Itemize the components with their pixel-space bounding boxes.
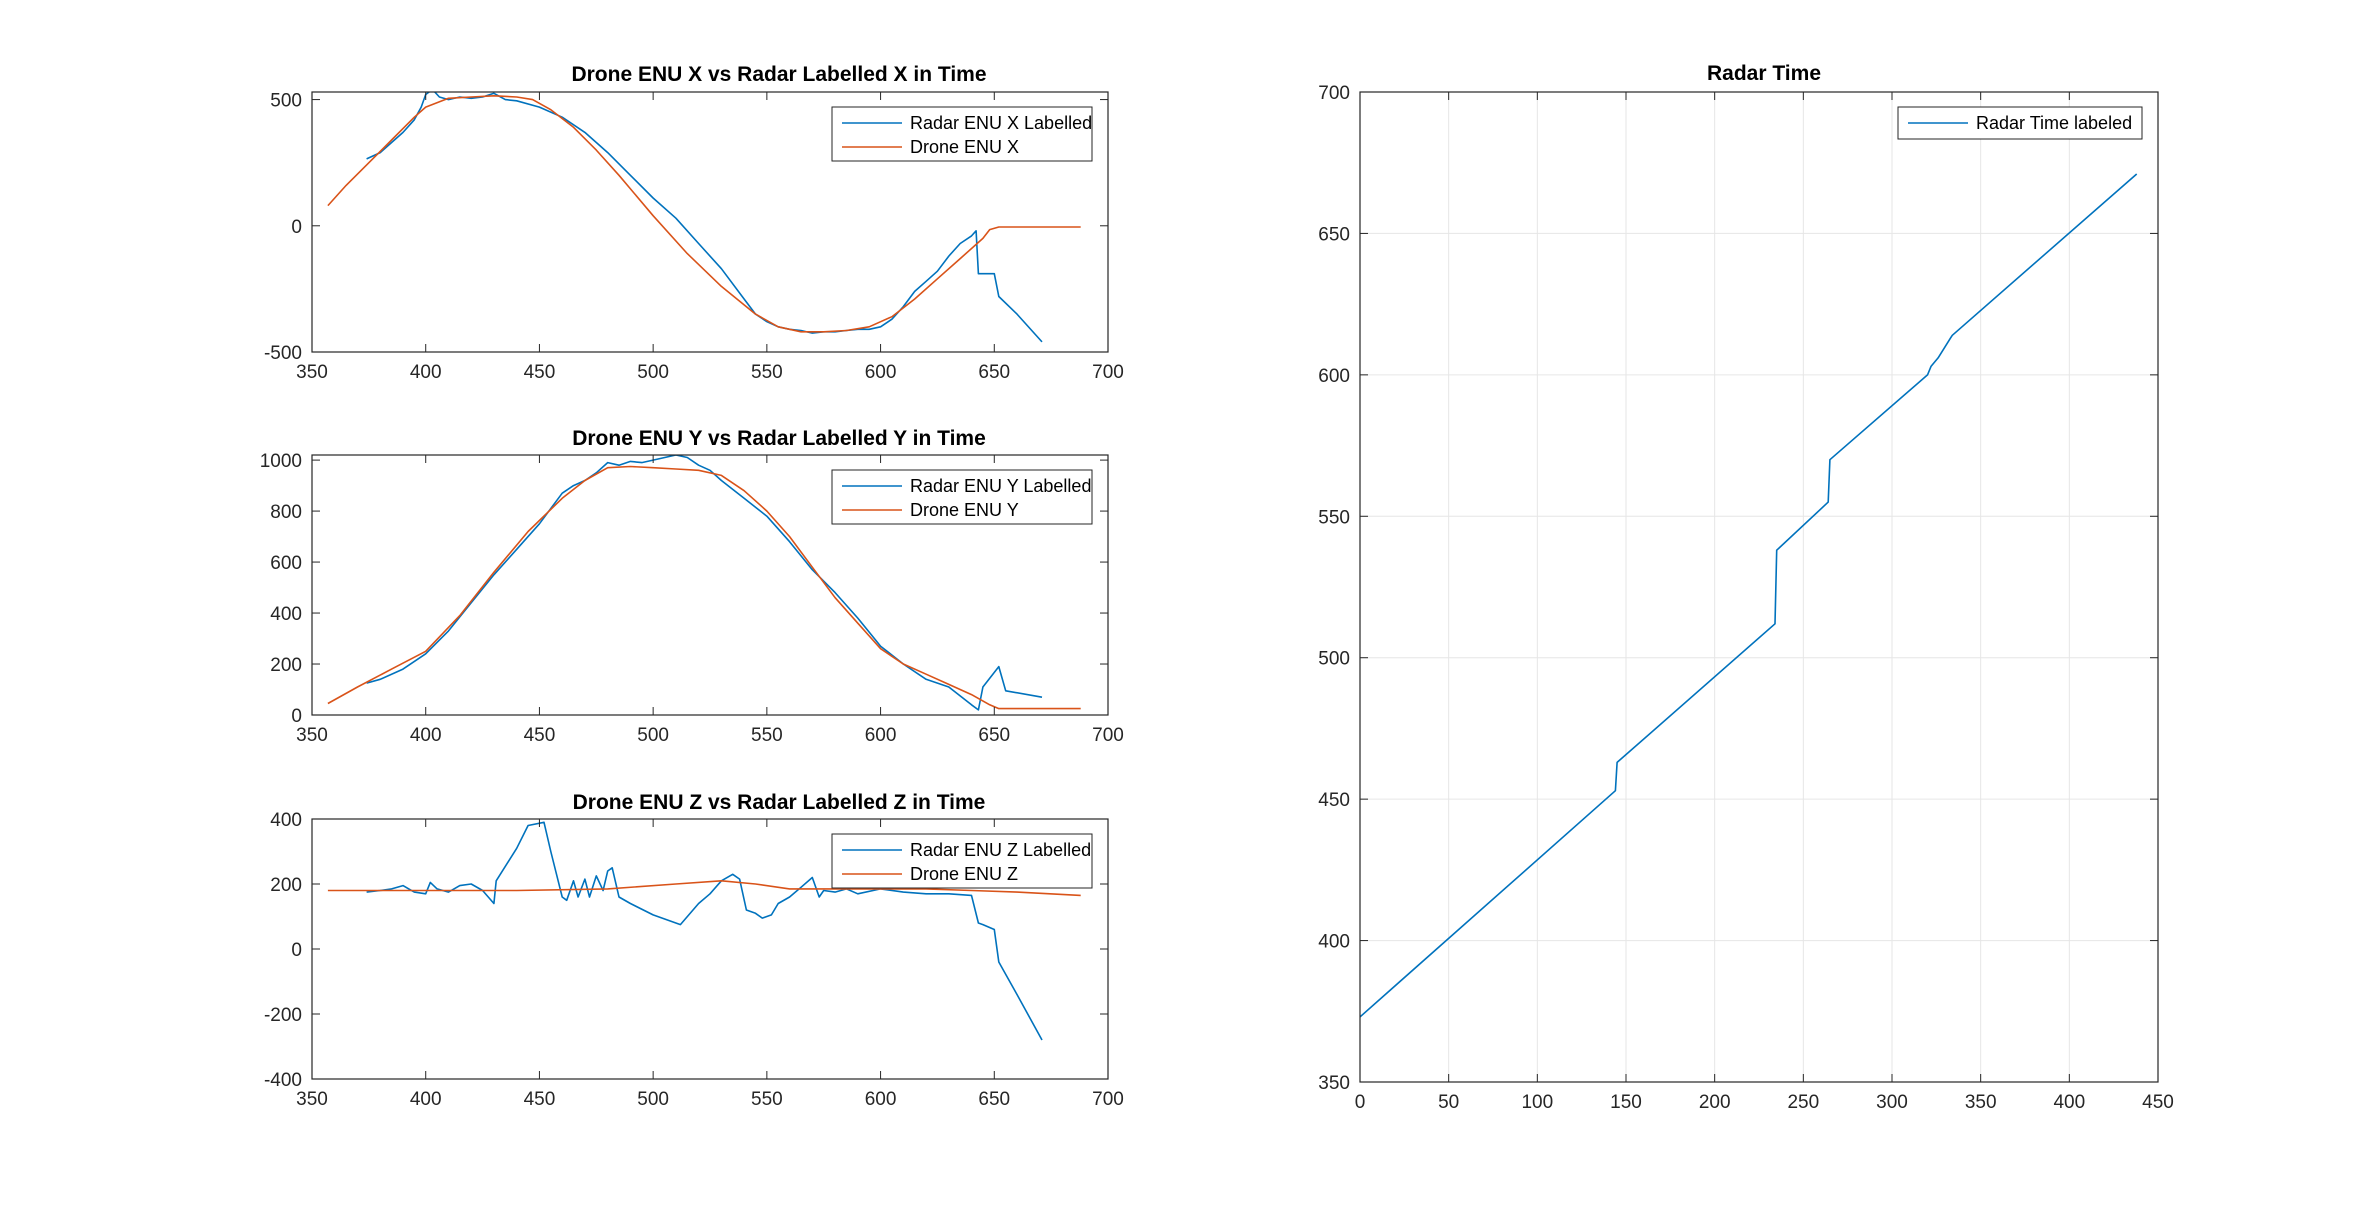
y-tick-label: 500 [270, 91, 302, 112]
chart-title-x: Drone ENU X vs Radar Labelled X in Time [571, 63, 986, 86]
x-tick-label: 300 [1876, 1092, 1908, 1113]
x-tick-label: 550 [751, 1089, 783, 1110]
x-tick-label: 700 [1092, 725, 1124, 746]
legend-label-z-1: Drone ENU Z [910, 864, 1018, 884]
y-tick-label: 350 [1318, 1073, 1350, 1094]
legend-label-time-0: Radar Time labeled [1976, 113, 2132, 133]
y-tick-label: 500 [1318, 649, 1350, 670]
y-tick-label: 600 [1318, 366, 1350, 387]
y-tick-label: 550 [1318, 507, 1350, 528]
y-tick-label: 450 [1318, 790, 1350, 811]
y-tick-label: 600 [270, 553, 302, 574]
x-tick-label: 650 [978, 362, 1010, 383]
series-line-y-1 [327, 465, 1081, 710]
axes-drone-enu-x: Drone ENU X vs Radar Labelled X in Time … [264, 63, 1124, 383]
x-tick-label: 600 [865, 725, 897, 746]
legend-label-y-0: Radar ENU Y Labelled [910, 476, 1091, 496]
x-tick-label: 400 [410, 725, 442, 746]
x-tick-label: 500 [637, 362, 669, 383]
x-tick-label: 400 [410, 1089, 442, 1110]
x-tick-label: 650 [978, 1089, 1010, 1110]
legend-label-y-1: Drone ENU Y [910, 500, 1019, 520]
series-line-z-1 [327, 879, 1081, 897]
x-tick-label: 450 [524, 1089, 556, 1110]
axes-drone-enu-z: Drone ENU Z vs Radar Labelled Z in Time … [264, 791, 1124, 1110]
y-tick-label: 400 [270, 810, 302, 831]
x-tick-label: 350 [1965, 1092, 1997, 1113]
y-tick-label: 0 [291, 706, 302, 727]
x-tick-label: 450 [2142, 1092, 2174, 1113]
x-tick-label: 600 [865, 1089, 897, 1110]
y-tick-label: 0 [291, 217, 302, 238]
x-tick-label: 550 [751, 725, 783, 746]
legend-box-x [831, 106, 1093, 162]
x-tick-label: 450 [524, 362, 556, 383]
y-tick-label: 400 [1318, 932, 1350, 953]
y-tick-label: 200 [270, 655, 302, 676]
x-tick-label: 150 [1610, 1092, 1642, 1113]
y-tick-label: 200 [270, 875, 302, 896]
axes-radar-time: Radar Time 0 50 100 150 200 250 300 350 400 450 35… [1318, 62, 2174, 1113]
y-tick-label: -500 [264, 343, 302, 364]
y-tick-label: 700 [1318, 83, 1350, 104]
chart-title-z: Drone ENU Z vs Radar Labelled Z in Time [573, 791, 986, 814]
x-tick-label: 500 [637, 725, 669, 746]
x-tick-label: 500 [637, 1089, 669, 1110]
legend-label-z-0: Radar ENU Z Labelled [910, 840, 1091, 860]
x-tick-label: 250 [1787, 1092, 1819, 1113]
axes-box-time [1359, 91, 2159, 1083]
legend-box-y [831, 469, 1093, 525]
x-tick-label: 700 [1092, 362, 1124, 383]
chart-title-y: Drone ENU Y vs Radar Labelled Y in Time [572, 427, 986, 450]
axes-box-y [311, 454, 1109, 716]
x-tick-label: 400 [410, 362, 442, 383]
y-tick-label: 650 [1318, 224, 1350, 245]
x-tick-label: 0 [1355, 1092, 1366, 1113]
x-tick-label: 350 [296, 1089, 328, 1110]
series-line-y-0 [366, 455, 1043, 711]
x-tick-label: 650 [978, 725, 1010, 746]
legend-box-z [831, 833, 1093, 889]
legend-label-x-1: Drone ENU X [910, 137, 1019, 157]
x-tick-label: 200 [1699, 1092, 1731, 1113]
x-tick-label: 450 [524, 725, 556, 746]
y-tick-label: 800 [270, 502, 302, 523]
series-line-time-0 [1360, 173, 2138, 1018]
y-tick-label: 0 [291, 940, 302, 961]
y-tick-label: 400 [270, 604, 302, 625]
x-tick-label: 600 [865, 362, 897, 383]
axes-box-x [311, 91, 1109, 353]
x-tick-label: 350 [296, 362, 328, 383]
x-tick-label: 700 [1092, 1089, 1124, 1110]
x-tick-label: 350 [296, 725, 328, 746]
x-tick-label: 100 [1521, 1092, 1553, 1113]
legend-label-x-0: Radar ENU X Labelled [910, 113, 1092, 133]
series-line-x-0 [366, 92, 1043, 343]
y-tick-label: -200 [264, 1005, 302, 1026]
axes-drone-enu-y: Drone ENU Y vs Radar Labelled Y in Time … [260, 427, 1124, 746]
x-tick-label: 550 [751, 362, 783, 383]
y-tick-label: 1000 [260, 451, 302, 472]
x-tick-label: 50 [1438, 1092, 1459, 1113]
plot-area-time [1360, 92, 2158, 1082]
chart-title-radar-time: Radar Time [1707, 62, 1821, 85]
series-line-x-1 [327, 95, 1081, 333]
y-tick-label: -400 [264, 1070, 302, 1091]
x-tick-label: 400 [2053, 1092, 2085, 1113]
